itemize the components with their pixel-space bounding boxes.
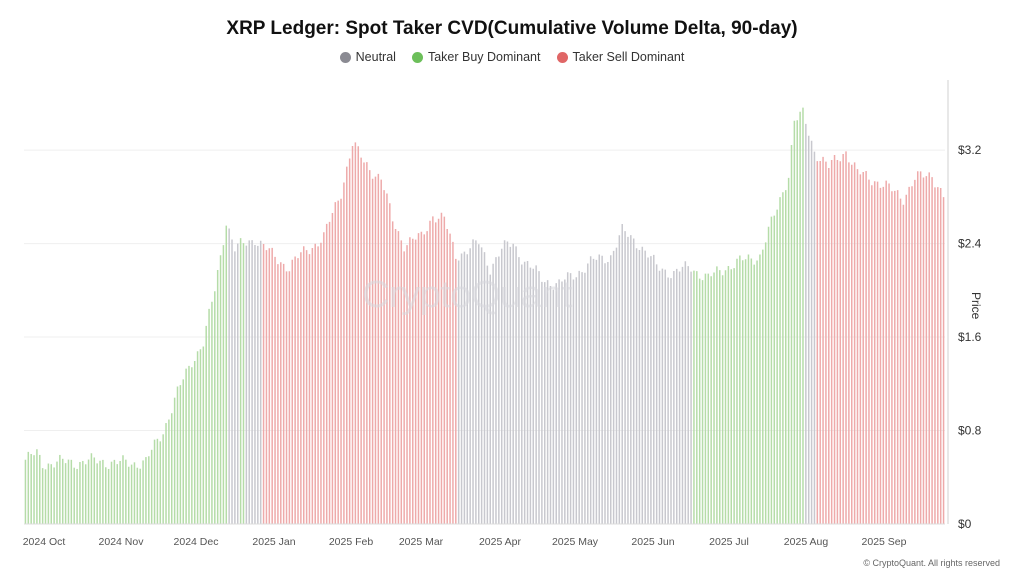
legend-dot-sell xyxy=(556,51,568,63)
x-tick-label: 2024 Dec xyxy=(174,536,219,548)
legend: Neutral Taker Buy Dominant Taker Sell Do… xyxy=(0,50,1024,64)
x-tick-label: 2025 Jul xyxy=(709,536,749,548)
x-tick-label: 2024 Nov xyxy=(99,536,145,548)
legend-label-sell: Taker Sell Dominant xyxy=(572,50,685,64)
y-tick-label: $0 xyxy=(958,517,972,531)
y-tick-label: $3.2 xyxy=(958,143,982,157)
legend-dot-buy xyxy=(411,51,423,63)
y-tick-label: $2.4 xyxy=(958,237,982,251)
x-tick-label: 2025 Mar xyxy=(399,536,444,548)
x-tick-label: 2025 Apr xyxy=(479,536,522,548)
x-tick-label: 2025 Aug xyxy=(784,536,829,548)
legend-dot-neutral xyxy=(339,51,351,63)
legend-item-buy[interactable]: Taker Buy Dominant xyxy=(411,50,541,64)
legend-item-sell[interactable]: Taker Sell Dominant xyxy=(556,50,685,64)
x-tick-label: 2024 Oct xyxy=(23,536,66,548)
x-tick-label: 2025 May xyxy=(552,536,599,548)
y-tick-label: $0.8 xyxy=(958,424,982,438)
legend-label-buy: Taker Buy Dominant xyxy=(427,50,541,64)
y-axis-title: Price xyxy=(969,292,983,320)
x-tick-label: 2025 Jun xyxy=(631,536,674,548)
watermark: CryptoQuant xyxy=(362,274,572,316)
x-tick-label: 2025 Sep xyxy=(862,536,907,548)
legend-item-neutral[interactable]: Neutral xyxy=(339,50,396,64)
x-tick-label: 2025 Feb xyxy=(329,536,374,548)
legend-label-neutral: Neutral xyxy=(355,50,396,64)
copyright-text: © CryptoQuant. All rights reserved xyxy=(863,558,1000,568)
x-tick-label: 2025 Jan xyxy=(252,536,295,548)
chart-title: XRP Ledger: Spot Taker CVD(Cumulative Vo… xyxy=(226,18,798,39)
y-tick-label: $1.6 xyxy=(958,330,982,344)
